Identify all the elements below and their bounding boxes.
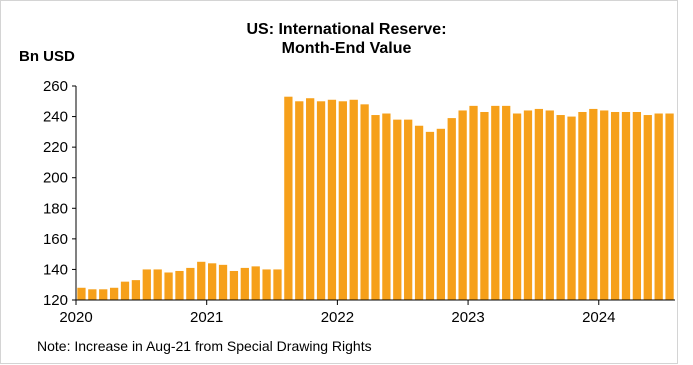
bar-2022-05 (382, 113, 391, 300)
y-tick-label: 200 (43, 170, 68, 187)
bar-2022-10 (436, 128, 445, 300)
bar-2024-02 (610, 111, 620, 301)
y-tick-label: 260 (43, 78, 68, 95)
bar-2020-07 (142, 269, 151, 300)
bar-2022-12 (458, 110, 467, 301)
x-tick-label: 2024 (582, 309, 615, 326)
bar-2020-06 (131, 280, 141, 300)
bar-2023-10 (567, 116, 576, 300)
bar-2024-01 (600, 110, 609, 301)
bar-2020-10 (175, 270, 184, 300)
chart-subtitle: Month-End Value (281, 40, 412, 57)
bar-2023-09 (556, 115, 565, 300)
bar-2021-12 (327, 99, 337, 300)
bar-2024-07 (665, 113, 674, 300)
bars-group (77, 96, 674, 301)
bar-2022-03 (360, 104, 369, 300)
bar-2021-01 (208, 263, 217, 300)
y-tick-label: 140 (43, 261, 68, 278)
bar-2024-06 (654, 113, 663, 300)
bar-2023-07 (534, 108, 544, 301)
bar-2020-01 (77, 287, 86, 300)
bar-2023-08 (545, 110, 554, 301)
y-tick-label: 240 (43, 109, 68, 126)
bar-2020-05 (120, 281, 130, 300)
y-axis-unit-label: Bn USD (19, 48, 75, 65)
bar-2020-03 (99, 289, 108, 300)
x-tick-label: 2022 (321, 309, 354, 326)
x-tick-label: 2021 (190, 309, 223, 326)
x-tick-labels: 2020 2021 2022 2023 2024 (59, 309, 615, 326)
bar-2021-08 (284, 96, 293, 300)
bar-2022-11 (447, 118, 456, 300)
y-tick-labels: 120 140 160 180 200 220 240 260 (43, 78, 68, 309)
bar-2021-09 (295, 101, 304, 300)
bar-2021-03 (229, 270, 239, 300)
bar-2024-03 (621, 111, 631, 301)
bar-2023-01 (469, 105, 478, 301)
bar-2021-04 (240, 267, 249, 300)
bar-2022-04 (371, 115, 380, 300)
bar-2020-12 (197, 261, 206, 300)
bar-2022-08 (414, 125, 424, 301)
x-tick-label: 2023 (451, 309, 484, 326)
axes-group (72, 85, 675, 305)
bar-2020-02 (88, 289, 97, 300)
bar-2021-05 (251, 266, 260, 300)
chart-note: Note: Increase in Aug-21 from Special Dr… (37, 338, 372, 354)
y-tick-label: 180 (43, 200, 68, 217)
bar-2022-02 (349, 99, 358, 300)
bar-2024-04 (632, 111, 642, 301)
bar-2021-07 (273, 269, 282, 300)
bar-2022-09 (425, 131, 435, 300)
y-tick-label: 160 (43, 231, 68, 248)
bar-2023-12 (589, 108, 598, 301)
bar-2020-09 (164, 272, 173, 300)
bar-2023-05 (512, 113, 522, 300)
bar-2021-11 (316, 101, 326, 300)
bar-2020-08 (153, 269, 162, 300)
bar-2021-02 (218, 264, 228, 300)
bar-2023-11 (578, 111, 587, 301)
bar-2024-05 (643, 115, 652, 300)
x-tick-label: 2020 (59, 309, 92, 326)
y-tick-label: 220 (43, 139, 68, 156)
bar-2020-04 (109, 287, 119, 300)
bar-2022-06 (393, 119, 402, 300)
bar-2020-11 (186, 267, 195, 300)
bar-2023-03 (491, 105, 500, 301)
bar-2022-01 (338, 101, 347, 300)
bar-2021-06 (262, 269, 271, 300)
bar-2022-07 (404, 119, 413, 300)
y-tick-label: 120 (43, 292, 68, 309)
chart-title: US: International Reserve: (246, 21, 447, 38)
bar-2023-02 (480, 111, 489, 301)
bar-2023-06 (523, 110, 533, 301)
bar-2021-10 (306, 98, 315, 300)
bar-2023-04 (502, 105, 511, 301)
